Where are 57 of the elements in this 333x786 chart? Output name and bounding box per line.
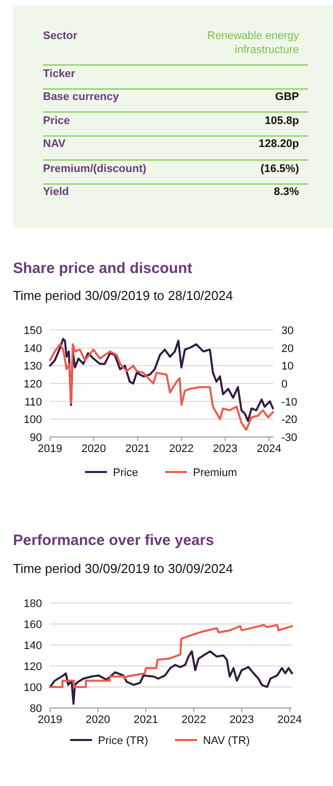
y2-tick-label: 10 (281, 360, 294, 373)
line-series (49, 624, 293, 688)
y-tick-label: 140 (24, 342, 42, 355)
category-label: Sector (43, 30, 78, 42)
x-tick-label: 2024 (277, 714, 302, 726)
y-tick-label: 100 (24, 682, 42, 694)
legend-label: Premium (193, 467, 238, 479)
x-tick-label: 2020 (86, 714, 110, 726)
y-tick-label: 180 (24, 598, 42, 610)
y-tick-label: 160 (24, 619, 42, 631)
chart-subtitle: Time period 30/09/2019 to 28/10/2024 (13, 288, 233, 303)
category-label: Price (43, 115, 70, 127)
y-tick-label: 90 (30, 432, 42, 444)
x-tick-label: 2024 (256, 443, 282, 455)
text: 105.8p (264, 115, 299, 127)
x-tick-label: 2023 (229, 714, 254, 726)
y-tick-label: 100 (24, 414, 42, 426)
text: Renewable energy infrastructure (207, 30, 299, 56)
chart-subtitle: Time period 30/09/2019 to 30/09/2024 (13, 561, 233, 576)
text: 128.20p (258, 138, 299, 150)
legend-label: NAV (TR) (203, 735, 250, 747)
y2-tick-label: -30 (281, 432, 298, 444)
x-tick-label: 2021 (125, 443, 150, 455)
category-label: Yield (43, 186, 69, 198)
x-tick-label: 2022 (169, 443, 194, 455)
text: (16.5%) (260, 163, 299, 175)
x-tick-label: 2021 (134, 714, 158, 726)
y-tick-label: 130 (24, 360, 42, 373)
y2-tick-label: -10 (281, 396, 298, 408)
x-tick-label: 2019 (38, 714, 62, 726)
category-label: Base currency (43, 91, 120, 103)
category-label: Premium/(discount) (43, 163, 147, 175)
x-tick-label: 2020 (82, 443, 106, 455)
x-tick-label: 2019 (38, 443, 62, 455)
chart-title: Performance over five years (13, 532, 214, 549)
y-tick-label: 120 (24, 378, 42, 390)
category-label: NAV (43, 138, 66, 150)
x-tick-label: 2022 (182, 714, 206, 726)
y-tick-label: 140 (24, 640, 42, 652)
y-tick-label: 110 (24, 396, 42, 408)
y2-tick-label: -20 (281, 414, 298, 426)
legend-label: Price (TR) (98, 735, 148, 747)
y2-tick-label: 0 (281, 378, 288, 390)
y2-tick-label: 20 (281, 342, 294, 355)
x-tick-label: 2023 (212, 443, 238, 455)
y-tick-label: 150 (24, 325, 42, 337)
category-label: Ticker (43, 68, 76, 80)
text: 8.3% (274, 186, 299, 198)
line-series (49, 338, 274, 422)
text: GBP (275, 91, 299, 103)
line-series (49, 650, 293, 705)
chart-title: Share price and discount (13, 260, 192, 277)
y2-tick-label: 30 (281, 325, 294, 337)
line-series (49, 343, 274, 431)
y-tick-label: 80 (30, 703, 42, 715)
y-tick-label: 120 (24, 661, 42, 673)
legend-label: Price (113, 467, 138, 479)
